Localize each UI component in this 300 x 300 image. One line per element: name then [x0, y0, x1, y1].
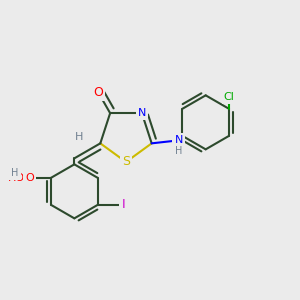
Text: S: S	[122, 155, 130, 169]
Text: H: H	[175, 146, 182, 156]
Text: HO: HO	[8, 173, 25, 183]
Text: H: H	[11, 168, 19, 178]
Text: N: N	[175, 135, 183, 145]
Text: N: N	[138, 108, 146, 118]
Text: O: O	[26, 173, 34, 183]
Text: I: I	[122, 198, 125, 211]
Text: O: O	[93, 86, 103, 99]
Text: Cl: Cl	[224, 92, 235, 102]
Text: H: H	[75, 132, 83, 142]
